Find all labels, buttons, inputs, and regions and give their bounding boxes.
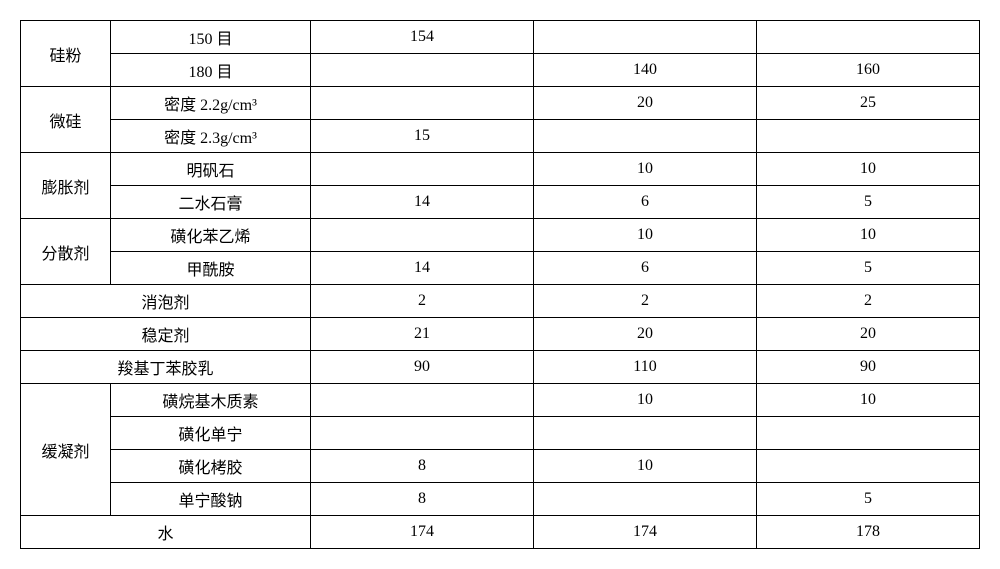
cell-value [534, 483, 757, 516]
cell-sub: 180 目 [111, 54, 311, 87]
table-row: 甲酰胺 14 6 5 [21, 252, 980, 285]
cell-sub: 磺化苯乙烯 [111, 219, 311, 252]
cell-value: 2 [757, 285, 980, 318]
cell-sub: 磺烷基木质素 [111, 384, 311, 417]
cell-value [757, 450, 980, 483]
cell-merged-label: 消泡剂 [21, 285, 311, 318]
cell-value [757, 21, 980, 54]
cell-value: 8 [311, 483, 534, 516]
table-row: 羧基丁苯胶乳 90 110 90 [21, 351, 980, 384]
table-row: 180 目 140 160 [21, 54, 980, 87]
cell-value: 5 [757, 186, 980, 219]
cell-value [534, 417, 757, 450]
cell-value: 90 [311, 351, 534, 384]
cell-sub: 密度 2.2g/cm³ [111, 87, 311, 120]
cell-sub: 甲酰胺 [111, 252, 311, 285]
cell-value: 20 [757, 318, 980, 351]
cell-category: 膨胀剂 [21, 153, 111, 219]
table-row: 磺化栲胶 8 10 [21, 450, 980, 483]
cell-value: 90 [757, 351, 980, 384]
table-row: 分散剂 磺化苯乙烯 10 10 [21, 219, 980, 252]
cell-value: 2 [311, 285, 534, 318]
cell-value [757, 120, 980, 153]
cell-value: 21 [311, 318, 534, 351]
cell-sub: 明矾石 [111, 153, 311, 186]
cell-value: 174 [311, 516, 534, 549]
cell-value: 14 [311, 252, 534, 285]
cell-value: 15 [311, 120, 534, 153]
cell-value: 10 [534, 384, 757, 417]
cell-sub: 密度 2.3g/cm³ [111, 120, 311, 153]
cell-category: 硅粉 [21, 21, 111, 87]
cell-value: 10 [534, 450, 757, 483]
cell-category: 分散剂 [21, 219, 111, 285]
cell-value: 10 [757, 219, 980, 252]
cell-value: 6 [534, 186, 757, 219]
cell-value: 20 [534, 87, 757, 120]
table-row: 二水石膏 14 6 5 [21, 186, 980, 219]
cell-value: 178 [757, 516, 980, 549]
table-row: 消泡剂 2 2 2 [21, 285, 980, 318]
cell-value [311, 54, 534, 87]
cell-value: 5 [757, 483, 980, 516]
table-row: 缓凝剂 磺烷基木质素 10 10 [21, 384, 980, 417]
cell-value [311, 153, 534, 186]
cell-value: 2 [534, 285, 757, 318]
cell-value [757, 417, 980, 450]
cell-merged-label: 稳定剂 [21, 318, 311, 351]
cell-value [534, 120, 757, 153]
cell-category: 微硅 [21, 87, 111, 153]
cell-merged-label: 水 [21, 516, 311, 549]
cell-value [311, 384, 534, 417]
table-row: 膨胀剂 明矾石 10 10 [21, 153, 980, 186]
cell-value: 140 [534, 54, 757, 87]
cell-value [534, 21, 757, 54]
cell-sub: 磺化单宁 [111, 417, 311, 450]
cell-value: 5 [757, 252, 980, 285]
table-row: 硅粉 150 目 154 [21, 21, 980, 54]
cell-sub: 单宁酸钠 [111, 483, 311, 516]
cell-merged-label: 羧基丁苯胶乳 [21, 351, 311, 384]
table-row: 水 174 174 178 [21, 516, 980, 549]
cell-sub: 二水石膏 [111, 186, 311, 219]
cell-value: 110 [534, 351, 757, 384]
cell-value: 10 [534, 219, 757, 252]
cell-value: 10 [757, 384, 980, 417]
cell-value: 154 [311, 21, 534, 54]
data-table: 硅粉 150 目 154 180 目 140 160 微硅 密度 2.2g/cm… [20, 20, 980, 549]
cell-value [311, 219, 534, 252]
cell-category: 缓凝剂 [21, 384, 111, 516]
table-row: 单宁酸钠 8 5 [21, 483, 980, 516]
cell-value: 20 [534, 318, 757, 351]
cell-sub: 磺化栲胶 [111, 450, 311, 483]
cell-value: 14 [311, 186, 534, 219]
cell-sub: 150 目 [111, 21, 311, 54]
cell-value [311, 87, 534, 120]
table-row: 稳定剂 21 20 20 [21, 318, 980, 351]
table-row: 微硅 密度 2.2g/cm³ 20 25 [21, 87, 980, 120]
cell-value: 6 [534, 252, 757, 285]
cell-value: 8 [311, 450, 534, 483]
cell-value: 25 [757, 87, 980, 120]
cell-value: 174 [534, 516, 757, 549]
cell-value: 10 [534, 153, 757, 186]
cell-value [311, 417, 534, 450]
cell-value: 160 [757, 54, 980, 87]
table-row: 磺化单宁 [21, 417, 980, 450]
cell-value: 10 [757, 153, 980, 186]
table-row: 密度 2.3g/cm³ 15 [21, 120, 980, 153]
